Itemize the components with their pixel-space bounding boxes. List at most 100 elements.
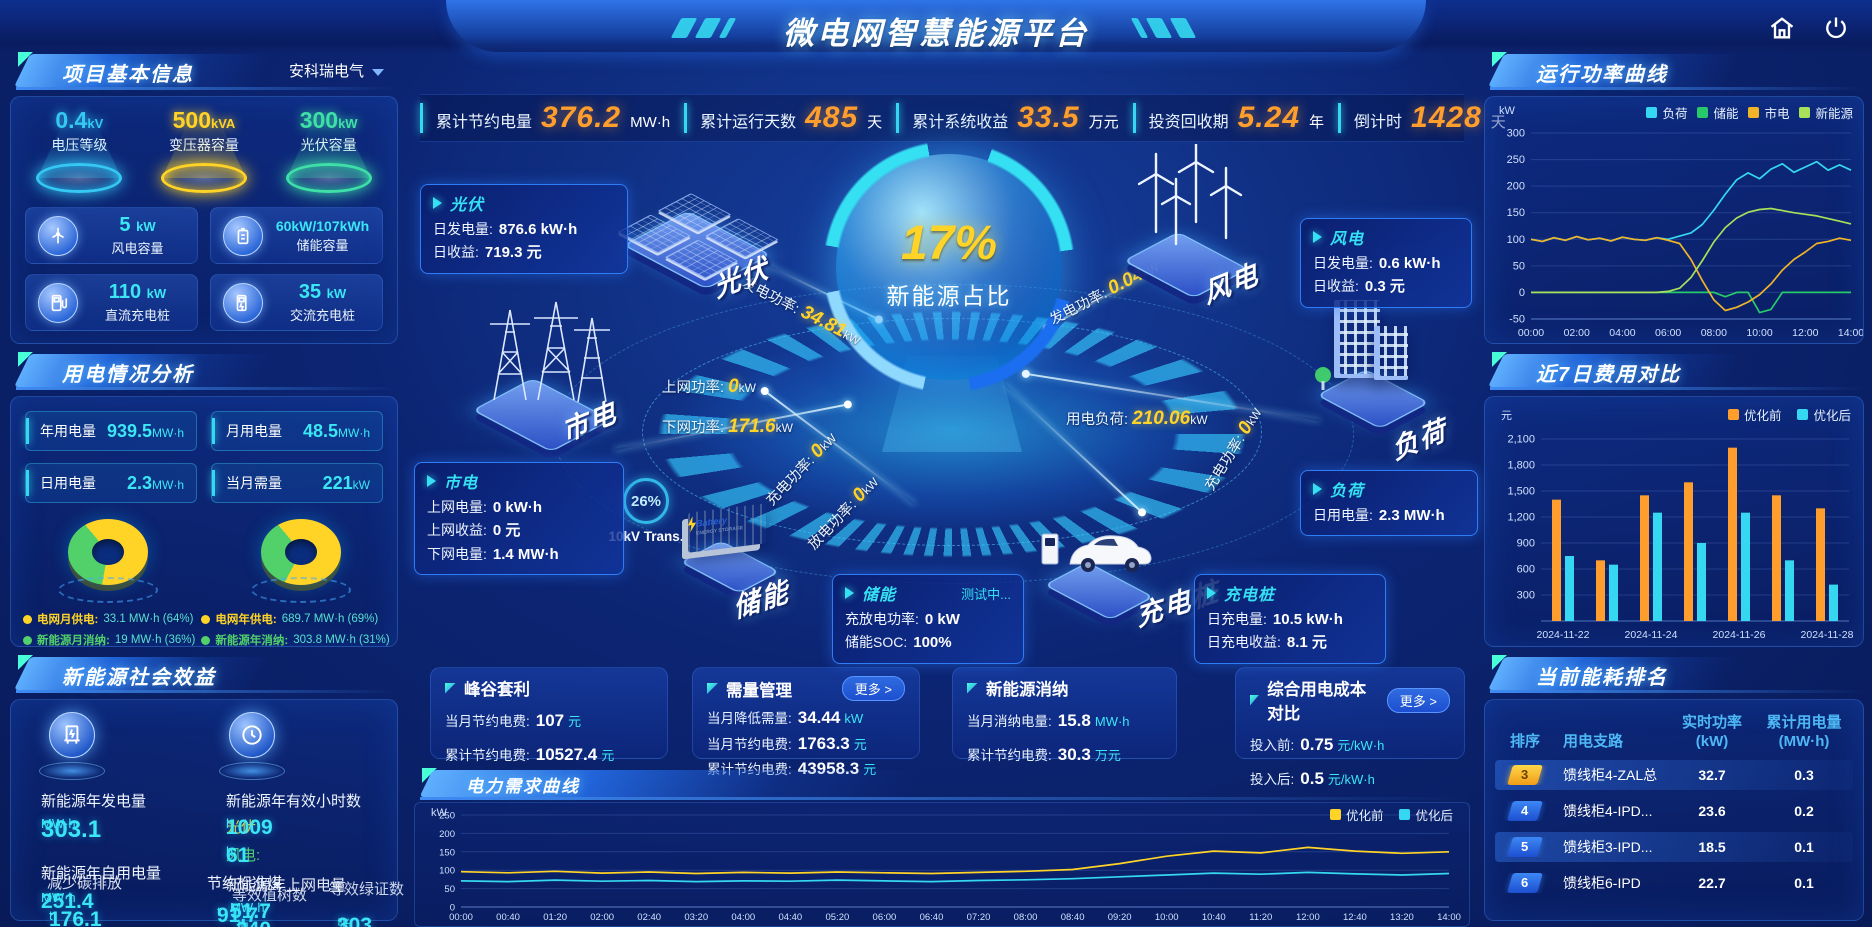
legend-dot-icon [23, 635, 32, 645]
legend-item: 优化前 [1727, 405, 1781, 424]
legend-swatch-icon [1748, 107, 1760, 118]
summary-card-value: 0.75 [1300, 735, 1334, 754]
company-select[interactable]: 安科瑞电气 [289, 60, 384, 81]
hours-label: 新能源年有效小时数 [226, 793, 362, 810]
kpi-label: 累计系统收益 [912, 114, 1009, 131]
year-mix-donut [246, 517, 356, 603]
summary-card-row: 当月消纳电量: 15.8 MW·h [967, 711, 1130, 730]
carbon-label: 减少碳排放 [47, 875, 123, 892]
chevron-right-icon [1207, 587, 1216, 599]
cost-bar-chart: 300 600 900 1,200 1,500 1,800 2,100 2024-11-22 2… [1485, 421, 1863, 648]
panel-social-benefit: 新能源社会效益 新能源年发电量 303.1 MW·h 新能源年有效小时数 光伏:… [10, 655, 404, 927]
pedestal-label: 电压等级 [51, 137, 108, 153]
legend-label: 优化后 [1415, 809, 1453, 823]
dc-charger-icon [38, 282, 78, 323]
kpi-value: 485 [805, 101, 859, 134]
usage-stat-unit: kW [352, 477, 370, 492]
load-building-illustration [1312, 300, 1430, 429]
capacity-pedestals: 0.4kV 电压等级 500kVA 变压器容量 300kW 光伏容量 [11, 97, 397, 193]
summary-card-value: 34.44 [797, 708, 841, 727]
panel-energy-ranking: 当前能耗排名 排序 用电支路 实时功率 (kW) 累计用电量 (MW·h) 3 馈线柜4-Z… [1484, 655, 1864, 921]
summary-card-value: 10527.4 [535, 745, 598, 764]
legend-item: 优化后 [1399, 805, 1453, 824]
legend-swatch-icon [1399, 809, 1411, 820]
summary-card-unit: 元/kW·h [1337, 738, 1385, 753]
svg-text:1,800: 1,800 [1507, 460, 1535, 472]
realtime-power: 22.7 [1698, 874, 1726, 891]
legend-item: 市电 [1748, 103, 1789, 122]
panel-title-ranking: 当前能耗排名 [1536, 667, 1668, 689]
title-deco-left [670, 18, 740, 38]
capacity-card-unit: kW [136, 219, 156, 234]
pedestal-value: 500kVA [172, 107, 236, 133]
storage-status: 测试中... [961, 586, 1011, 602]
benefit-figures: 新能源年发电量 303.1 MW·h 新能源年有效小时数 光伏: 1009 h … [11, 788, 404, 927]
ranking-table-header: 排序 用电支路 实时功率 (kW) 累计用电量 (MW·h) [1485, 700, 1863, 758]
power-icon[interactable] [1822, 14, 1850, 42]
svg-text:50: 50 [1513, 260, 1525, 272]
more-button[interactable]: 更多 > [841, 676, 905, 701]
legend-label: 负荷 [1662, 107, 1688, 121]
capacity-pedestal: 0.4kV 电压等级 [21, 107, 137, 193]
usage-stat-box: 年用电量 939.5MW·h [25, 411, 197, 451]
summary-card-unit: 元 [601, 748, 615, 763]
svg-text:02:00: 02:00 [590, 912, 614, 923]
svg-text:2024-11-22: 2024-11-22 [1537, 629, 1590, 641]
summary-card-title: 综合用电成本对比 [1267, 681, 1367, 723]
summary-card: 综合用电成本对比 更多 > 投入前: 0.75 元/kW·h 投入后: 0.5 元/kW·h [1235, 667, 1465, 788]
panel-title-project-info: 项目基本信息 [62, 64, 194, 86]
svg-text:02:00: 02:00 [1564, 327, 1590, 339]
more-button[interactable]: 更多 > [1386, 687, 1450, 713]
summary-card-unit: MW·h [1094, 714, 1130, 729]
ranking-row[interactable]: 5 馈线柜3-IPD... 18.5 0.1 [1495, 831, 1853, 862]
ranking-table-body[interactable]: 3 馈线柜4-ZAL总 32.7 0.3 4 馈线柜4-IPD... 23.6 0.2 5 馈线柜… [1485, 758, 1863, 906]
legend-swatch-icon [1329, 809, 1341, 820]
usage-stat-value: 2.3MW·h [126, 472, 184, 493]
svg-text:50: 50 [444, 884, 455, 895]
panel-title-power-curve: 运行功率曲线 [1536, 64, 1668, 86]
realtime-power: 18.5 [1698, 838, 1726, 855]
kpi-label: 累计节约电量 [436, 114, 533, 131]
capacity-cards: 5 kW 风电容量 60kW/107kWh 储能容量 110 kW 直流充电桩 35 kW 交… [11, 193, 397, 331]
load-info-box: 负荷 日用电量: 2.3 MW·h [1300, 470, 1478, 537]
transmission-towers-icon [490, 301, 610, 403]
power-line-chart: -50 0 50 100 150 200 250 300 00:00 02:00 04:00 06:0… [1485, 119, 1865, 346]
tree-icon [1315, 367, 1331, 390]
cost-legend: 优化前 优化后 [1727, 405, 1851, 424]
power-axis-unit: kW [1499, 105, 1515, 117]
svg-text:0: 0 [450, 903, 455, 914]
home-icon[interactable] [1768, 14, 1796, 42]
kpi-value: 5.24 [1237, 101, 1301, 134]
kpi-value: 376.2 [541, 101, 622, 134]
usage-stat-label: 年用电量 [40, 423, 96, 439]
cost-axis-unit: 元 [1501, 410, 1512, 422]
panel-demand-curve: 电力需求曲线 kW 优化前 优化后 0 50 100 150 200 250 00:00 00:… [414, 768, 1470, 927]
summary-card-value: 107 [535, 711, 565, 730]
svg-text:200: 200 [439, 829, 455, 840]
total-energy: 0.1 [1794, 838, 1814, 855]
renewable-share-label: 新能源占比 [886, 283, 1012, 309]
ranking-row[interactable]: 4 馈线柜4-IPD... 23.6 0.2 [1495, 796, 1853, 826]
month-mix-donut [53, 517, 163, 603]
ranking-row[interactable]: 6 馈线柜6-IPD 22.7 0.1 [1495, 868, 1853, 898]
usage-stat-unit: MW·h [152, 425, 184, 440]
chevron-right-icon [427, 475, 436, 487]
demand-legend: 优化前 优化后 [1329, 805, 1453, 824]
svg-text:1,200: 1,200 [1507, 512, 1535, 524]
svg-text:09:20: 09:20 [1108, 912, 1132, 923]
ranking-row[interactable]: 3 馈线柜4-ZAL总 32.7 0.3 [1495, 759, 1853, 790]
card-corner-icon [1250, 694, 1260, 706]
branch-name: 馈线柜4-IPD... [1563, 802, 1653, 819]
svg-text:12:40: 12:40 [1343, 912, 1367, 923]
hours-pedestal [217, 712, 287, 780]
summary-card-row: 当月节约电费: 107 元 [445, 711, 582, 730]
transformer-load-pct: 26% [623, 478, 669, 524]
renewable-share-sphere: 17% 新能源占比 [836, 154, 1062, 380]
svg-text:08:40: 08:40 [1061, 912, 1085, 923]
summary-card-value: 0.5 [1300, 769, 1324, 788]
kpi-unit: 天 [1491, 111, 1506, 132]
power-legend: 负荷 储能 市电 新能源 [1646, 103, 1853, 122]
svg-text:04:00: 04:00 [1609, 327, 1635, 339]
legend-label: 新能源 [1815, 107, 1853, 121]
demand-axis-unit: kW [431, 807, 447, 819]
